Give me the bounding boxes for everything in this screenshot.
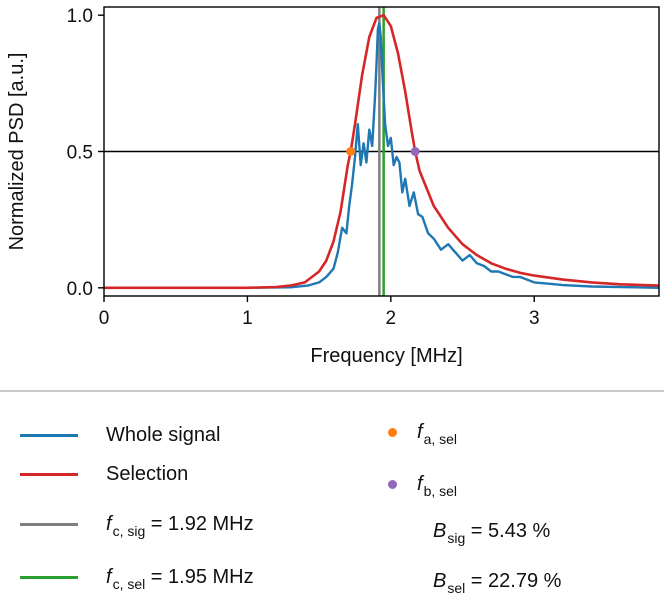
legend-item-fc-sel: fc, sel = 1.95 MHz bbox=[20, 562, 254, 592]
fa-sel-point bbox=[346, 147, 356, 156]
bandwidth-sig-text: Bsig = 5.43 % bbox=[433, 519, 551, 546]
y-tick-label: 0.5 bbox=[67, 143, 93, 164]
selection-line bbox=[104, 13, 660, 290]
y-tick-label: 1.0 bbox=[67, 6, 93, 27]
legend-item-fb-sel: fb, sel bbox=[388, 469, 457, 499]
x-tick-label: 3 bbox=[529, 308, 540, 329]
x-tick-label: 0 bbox=[99, 308, 110, 329]
y-axis-title: Normalized PSD [a.u.] bbox=[6, 53, 28, 251]
psd-chart: 0 1 2 3 0.0 0.5 1.0 Frequency [MHz] Normalized P… bbox=[6, 6, 660, 367]
selection-swatch bbox=[20, 472, 78, 476]
whole-signal-label: Whole signal bbox=[106, 423, 221, 446]
fb-sel-point bbox=[410, 147, 420, 156]
selection-label: Selection bbox=[106, 462, 189, 485]
whole-signal-line bbox=[104, 22, 660, 289]
fa-sel-label: fa, sel bbox=[417, 420, 458, 447]
legend-item-whole-signal: Whole signal bbox=[20, 420, 221, 450]
x-axis-title: Frequency [MHz] bbox=[310, 345, 462, 367]
x-tick-label: 2 bbox=[386, 308, 397, 329]
legend-item-fa-sel: fa, sel bbox=[388, 417, 457, 447]
fb-sel-label: fb, sel bbox=[417, 472, 458, 499]
fa-sel-marker bbox=[388, 427, 397, 437]
bandwidth-sel-text: Bsel = 22.79 % bbox=[433, 569, 562, 596]
fc-sig-swatch bbox=[20, 522, 78, 526]
x-tick-label: 1 bbox=[242, 308, 253, 329]
legend-item-selection: Selection bbox=[20, 459, 188, 489]
whole-signal-swatch bbox=[20, 433, 78, 437]
separator-line bbox=[0, 390, 664, 392]
fc-sig-label: fc, sig = 1.92 MHz bbox=[106, 512, 254, 539]
fc-sel-label: fc, sel = 1.95 MHz bbox=[106, 565, 254, 592]
y-tick-label: 0.0 bbox=[67, 279, 93, 300]
legend: Whole signal Selection fc, sig = 1.92 MH… bbox=[0, 400, 664, 600]
fb-sel-marker bbox=[388, 479, 397, 489]
fc-sel-swatch bbox=[20, 575, 78, 579]
legend-item-fc-sig: fc, sig = 1.92 MHz bbox=[20, 509, 254, 539]
